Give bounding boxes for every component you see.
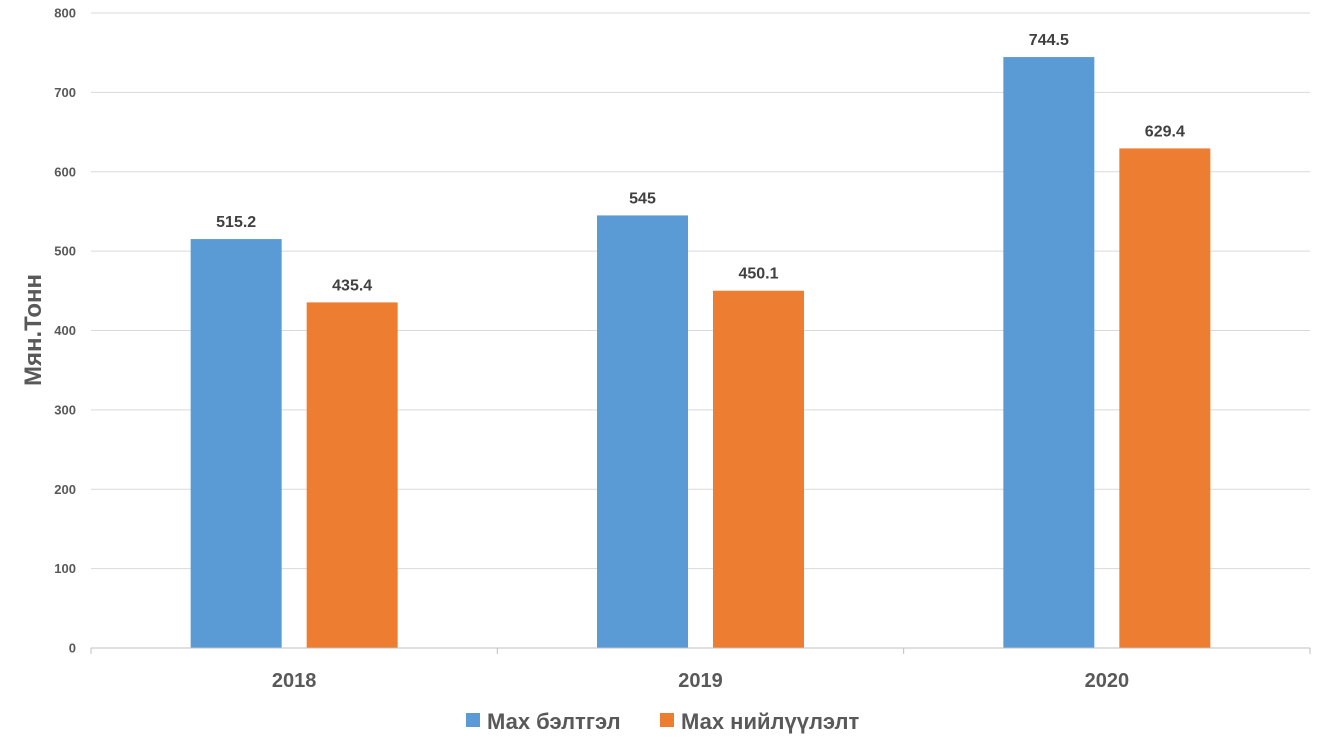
bars — [190, 57, 1211, 649]
data-label: 744.5 — [1029, 32, 1069, 49]
legend: Мах бэлтгэл Мах нийлүүлэлт — [466, 709, 860, 734]
y-tick-label: 800 — [54, 6, 76, 21]
axes: 0 100 200 300 400 500 600 700 800 2018 2019 2020 — [54, 6, 1311, 692]
gridlines — [91, 12, 1310, 570]
legend-swatch — [660, 713, 674, 727]
data-labels: 515.2 435.4 545 450.1 744.5 629.4 — [216, 32, 1185, 294]
y-tick-label: 300 — [54, 402, 76, 417]
bar — [1119, 148, 1211, 648]
y-tick-label: 400 — [54, 323, 76, 338]
bar — [597, 215, 688, 648]
legend-swatch — [466, 713, 480, 727]
data-label: 450.1 — [738, 266, 778, 283]
y-tick-label: 200 — [54, 482, 76, 497]
bar — [306, 302, 398, 648]
bar — [713, 290, 804, 648]
x-tick-label: 2018 — [272, 670, 317, 692]
y-tick-label: 100 — [54, 561, 76, 576]
bar — [1003, 57, 1095, 649]
x-tick-label: 2020 — [1085, 670, 1130, 692]
x-tick-label: 2019 — [678, 670, 723, 692]
data-label: 515.2 — [216, 214, 256, 231]
y-axis-title: Мян.Тонн — [20, 274, 47, 386]
data-label: 629.4 — [1145, 123, 1185, 140]
legend-label: Мах нийлүүлэлт — [681, 709, 860, 734]
data-label: 545 — [629, 190, 656, 207]
y-tick-label: 0 — [69, 641, 76, 656]
bar — [190, 239, 282, 648]
y-tick-label: 500 — [54, 244, 76, 259]
y-tick-label: 700 — [54, 85, 76, 100]
legend-label: Мах бэлтгэл — [487, 709, 621, 734]
data-label: 435.4 — [332, 277, 372, 294]
y-tick-label: 600 — [54, 164, 76, 179]
